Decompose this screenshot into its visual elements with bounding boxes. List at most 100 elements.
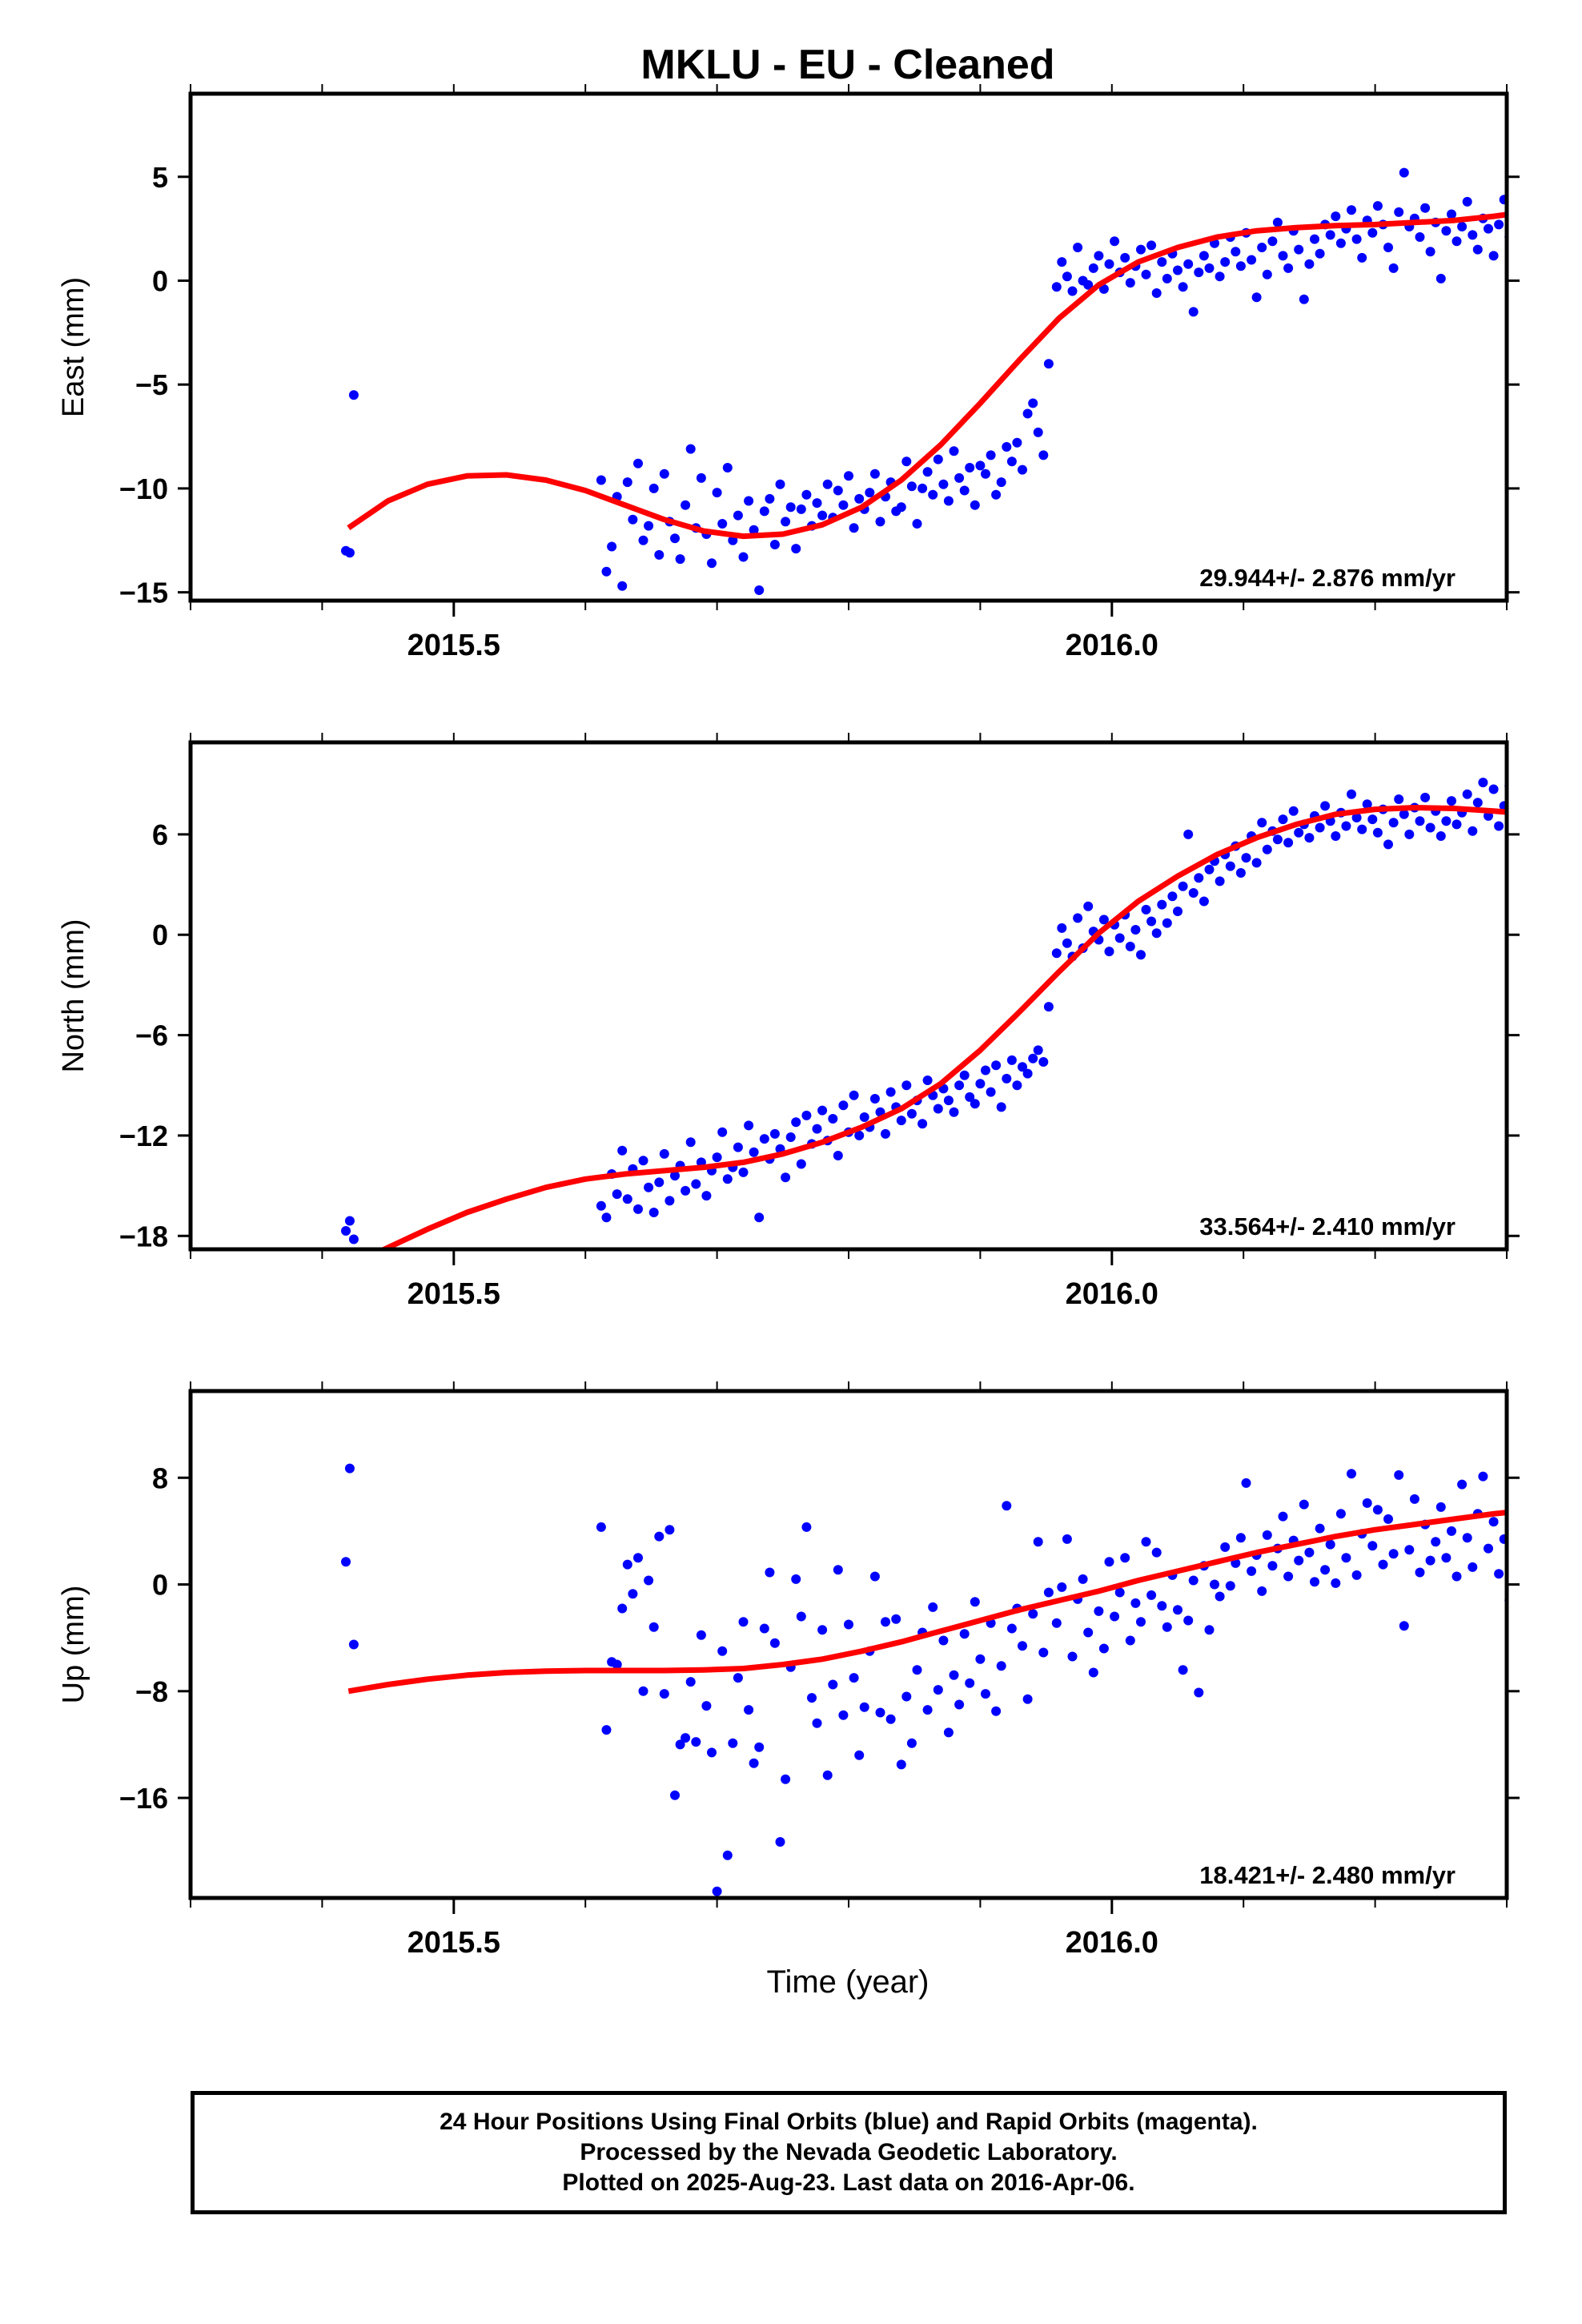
data-point [933,1685,943,1695]
data-point [1162,918,1172,928]
data-point [638,1686,648,1696]
data-point [1018,464,1027,475]
data-point [648,483,659,493]
data-point [1415,816,1425,826]
data-point [717,1646,728,1656]
data-point [722,463,733,472]
y-tick-label: 8 [152,1462,168,1494]
data-point [943,1096,954,1106]
data-point [849,1673,859,1683]
data-point [1257,818,1267,828]
data-point [1231,247,1241,257]
data-point [906,1108,917,1119]
data-point [738,1617,749,1627]
data-point [1435,1502,1446,1512]
data-point [1067,1651,1078,1662]
data-point [1378,1559,1388,1570]
data-point [685,1137,696,1148]
data-point [1162,273,1172,283]
data-point [796,504,806,514]
data-point [970,1099,980,1109]
data-point [1404,829,1415,839]
data-point [596,475,606,485]
data-point [1510,814,1520,824]
data-point [885,1714,896,1724]
data-point [612,1659,622,1670]
data-point [1304,1547,1315,1558]
data-point [1425,822,1435,833]
data-point [1002,1073,1012,1084]
data-point [1367,814,1378,825]
data-point [1104,947,1114,957]
data-point [833,1565,843,1575]
data-point [1057,923,1067,933]
data-point [869,1571,880,1582]
data-point [1441,816,1452,826]
data-point [881,1128,890,1139]
data-point [1062,1534,1072,1544]
data-point [1267,1561,1278,1571]
data-point [1194,873,1204,883]
data-point [1357,252,1367,263]
data-point [681,1185,691,1196]
data-point [801,489,812,500]
data-point [1578,839,1582,849]
data-point [701,1701,712,1711]
data-point [1104,1557,1114,1567]
data-point [1183,829,1194,839]
data-point [1022,1694,1033,1704]
data-point [975,1079,986,1089]
panel-east: −15 −10 −5 0 5 2015.5 2016.0 East (mm) 29.944+/-… [57,84,1582,662]
data-point [1146,916,1157,927]
data-point [1294,1555,1304,1566]
data-point [1136,1617,1146,1627]
data-point [1038,450,1049,460]
data-point [1468,1562,1478,1572]
data-point [1441,1553,1452,1563]
data-point [348,390,359,400]
data-point [654,1531,665,1542]
data-point [928,489,938,500]
data-point [759,1623,769,1634]
data-point [833,485,843,496]
data-point [617,1603,628,1614]
data-point [1484,223,1493,234]
data-point [744,1120,754,1131]
data-point [344,1216,355,1226]
data-point [1488,251,1499,261]
data-point [807,1693,817,1703]
data-point [1351,1570,1362,1580]
data-point [1578,1441,1582,1450]
data-point [1283,838,1294,848]
data-point [722,1850,733,1860]
data-point [754,1212,765,1223]
data-point [341,1226,351,1236]
data-point [1136,950,1146,960]
data-point [838,500,849,510]
data-point [754,1742,765,1752]
data-point [769,1128,780,1139]
data-point [1114,933,1125,943]
data-point [1110,1611,1120,1622]
data-points-up [341,1441,1582,1896]
data-point [1557,1465,1567,1474]
data-point [859,1702,869,1712]
data-point [1563,848,1572,858]
data-point [1125,1635,1135,1646]
data-point [896,502,906,513]
data-point [1167,891,1178,902]
data-point [1573,155,1582,165]
data-point [1204,263,1215,273]
data-point [986,450,996,460]
data-point [1051,1618,1062,1628]
data-point [1331,211,1341,222]
data-point [738,1167,749,1177]
data-point [1215,1591,1225,1602]
data-point [1420,792,1431,802]
data-point [1002,442,1012,452]
data-point [1362,799,1372,810]
data-point [896,1116,906,1126]
data-point [1262,269,1272,279]
data-point [1383,1514,1393,1524]
data-point [1062,271,1072,282]
